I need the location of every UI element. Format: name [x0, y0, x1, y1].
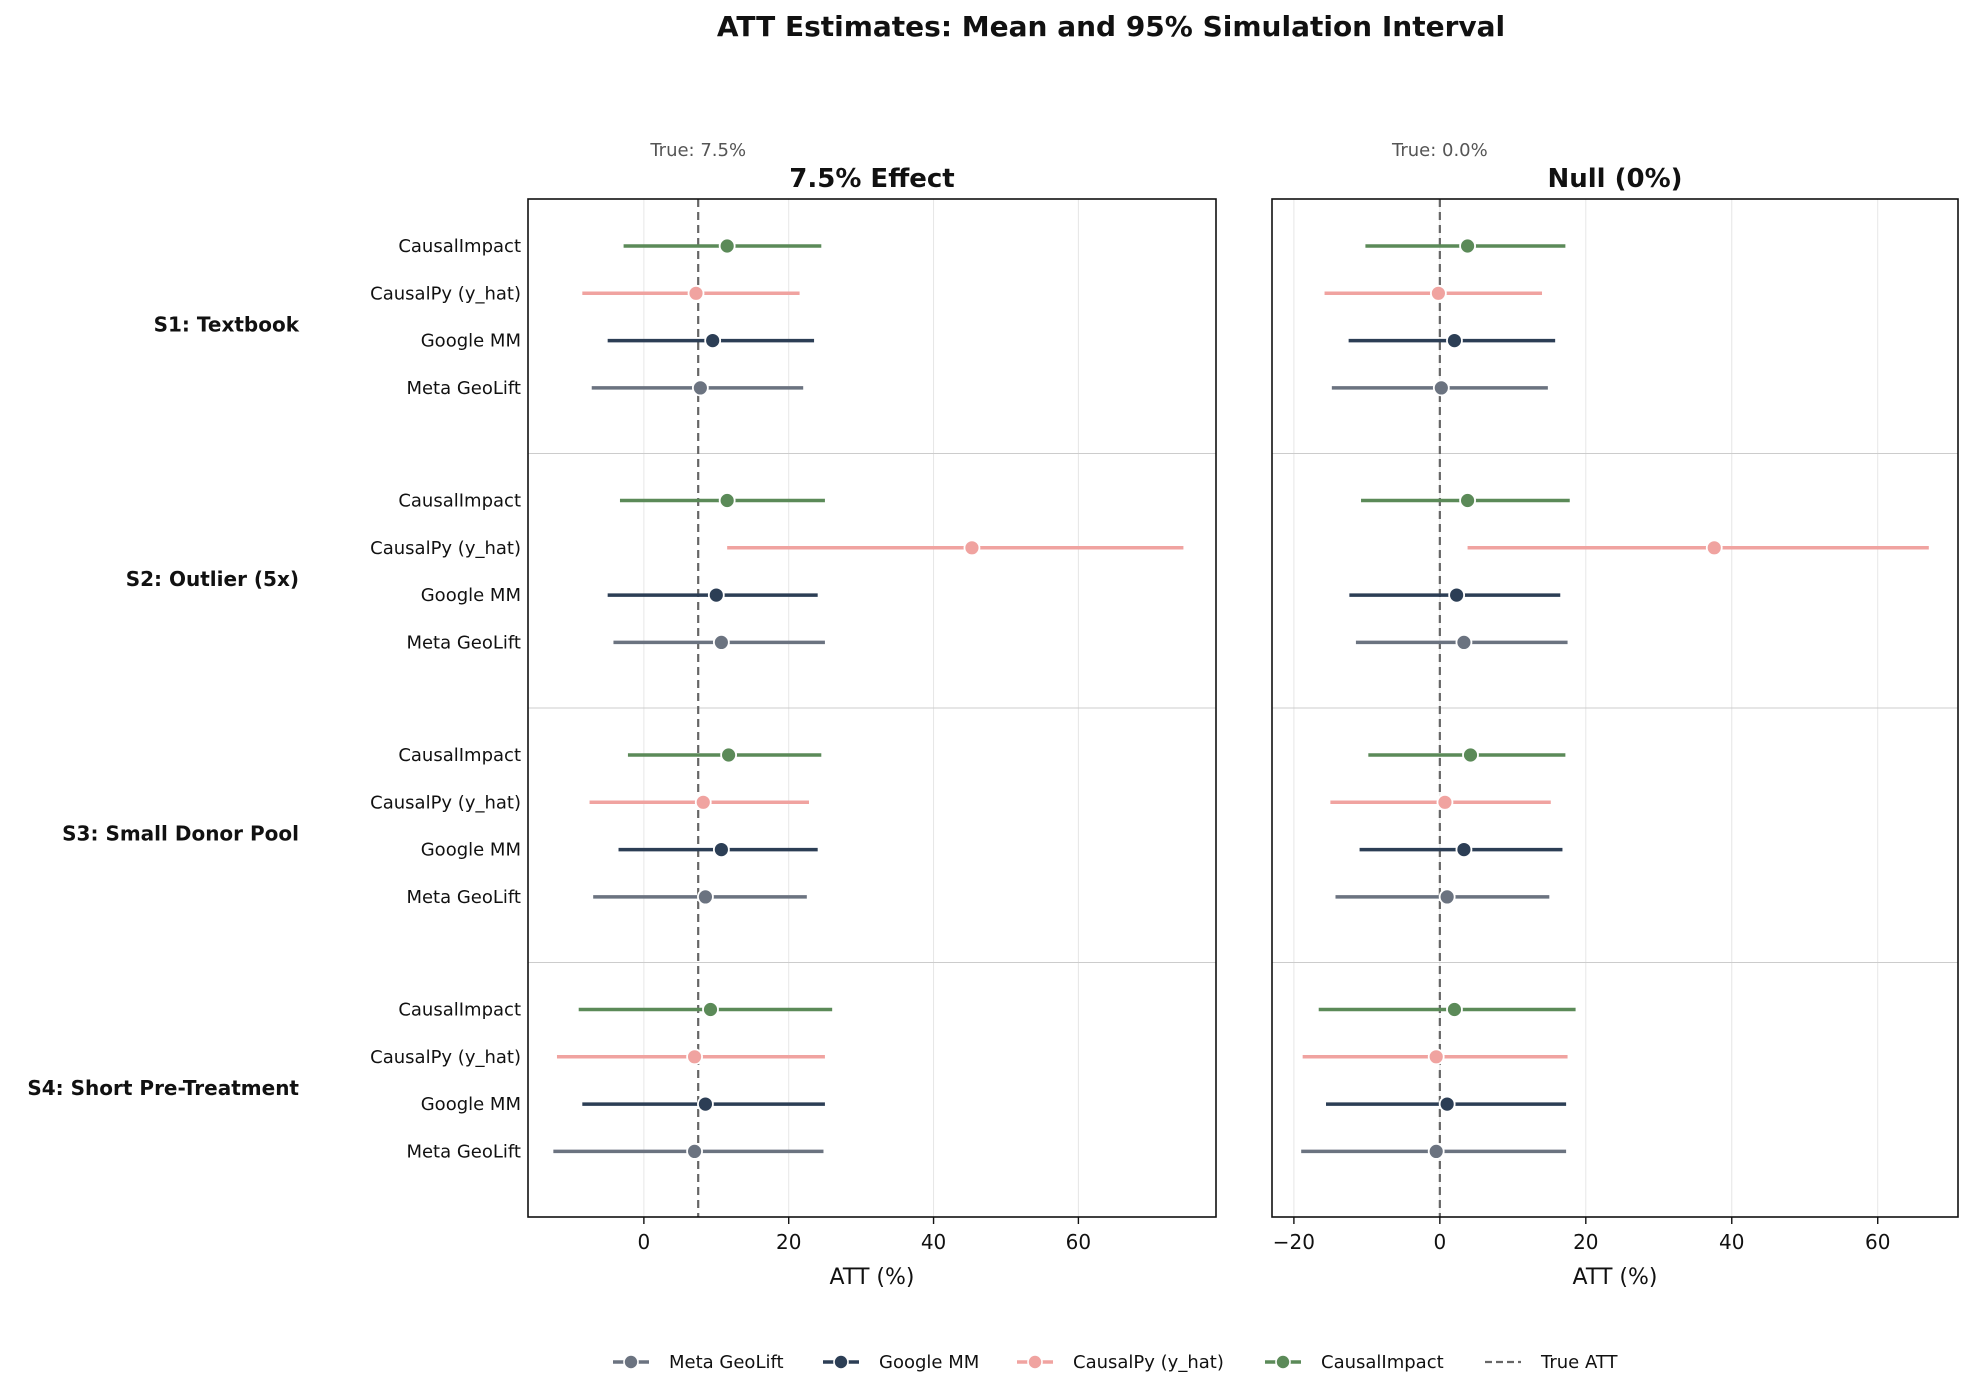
- mean-point: [1459, 492, 1476, 509]
- mean-point: [1429, 284, 1447, 302]
- method-label: CausalPy (y_hat): [370, 283, 521, 304]
- method-label: Meta GeoLift: [406, 887, 521, 908]
- method-label: Meta GeoLift: [406, 632, 521, 653]
- scenario-label: S4: Short Pre-Treatment: [27, 1076, 299, 1100]
- mean-point: [1455, 634, 1473, 651]
- scenario-label: S2: Outlier (5x): [126, 567, 299, 591]
- panel-frame: [527, 198, 1217, 1218]
- mean-point: [1462, 746, 1479, 764]
- mean-point: [718, 237, 736, 255]
- x-tick-label: 60: [1066, 1230, 1091, 1254]
- mean-point: [702, 1001, 719, 1018]
- legend-item: CausalImpact: [1265, 1352, 1444, 1373]
- legend-marker: [1275, 1354, 1291, 1370]
- mean-point: [718, 492, 736, 509]
- legend-label: CausalPy (y_hat): [1073, 1352, 1224, 1373]
- scenario-label: S1: Textbook: [154, 312, 300, 336]
- legend-marker: [833, 1354, 849, 1370]
- legend-item: Meta GeoLift: [613, 1352, 784, 1373]
- mean-point: [687, 284, 705, 302]
- legend-label: Meta GeoLift: [669, 1352, 784, 1373]
- mean-point: [1448, 586, 1466, 604]
- method-label: CausalImpact: [398, 236, 521, 257]
- chart-title: ATT Estimates: Mean and 95% Simulation I…: [717, 10, 1505, 43]
- mean-point: [1705, 539, 1723, 557]
- chart-panels: 0 20 40 60 ATT (%) 7.5% Effect True: 7.5% −20 0 2…: [527, 140, 1959, 1290]
- method-label: Google MM: [421, 840, 521, 861]
- legend: Meta GeoLift Google MM CausalPy (y_hat) Cau…: [613, 1352, 1619, 1373]
- mean-point: [1436, 793, 1454, 811]
- mean-point: [691, 379, 709, 397]
- legend-label: True ATT: [1540, 1352, 1619, 1373]
- method-label: Google MM: [421, 585, 521, 606]
- method-label: CausalPy (y_hat): [370, 792, 521, 813]
- mean-point: [1427, 1143, 1445, 1160]
- panel-title: 7.5% Effect: [789, 164, 954, 194]
- mean-point: [1438, 1095, 1456, 1113]
- mean-point: [707, 586, 725, 604]
- x-tick-label: −20: [1273, 1230, 1315, 1254]
- x-tick-label: 0: [1433, 1230, 1446, 1254]
- method-label: Meta GeoLift: [406, 378, 521, 399]
- method-label: CausalPy (y_hat): [370, 538, 521, 559]
- mean-point: [1427, 1048, 1445, 1066]
- mean-point: [697, 1095, 714, 1113]
- method-label: CausalImpact: [398, 491, 521, 512]
- scenario-label: S3: Small Donor Pool: [62, 821, 299, 845]
- method-label: Google MM: [421, 331, 521, 352]
- method-label: CausalImpact: [398, 1000, 521, 1021]
- mean-point: [720, 746, 738, 764]
- panel-title: Null (0%): [1547, 164, 1682, 194]
- x-tick-label: 0: [638, 1230, 651, 1254]
- legend-marker: [623, 1354, 639, 1370]
- true-att-label: True: 0.0%: [1391, 140, 1488, 161]
- mean-point: [694, 793, 712, 811]
- x-tick-label: 20: [776, 1230, 801, 1254]
- x-axis-label: ATT (%): [1573, 1265, 1658, 1290]
- x-axis-label: ATT (%): [830, 1265, 915, 1290]
- mean-point: [712, 841, 730, 858]
- panel-2: −20 0 20 40 60 ATT (%) Null (0%) True: 0.0%: [1271, 140, 1959, 1290]
- x-tick-label: 40: [1719, 1230, 1744, 1254]
- mean-point: [1446, 332, 1463, 350]
- method-label: CausalImpact: [398, 745, 521, 766]
- mean-point: [704, 332, 722, 350]
- method-label: CausalPy (y_hat): [370, 1047, 521, 1068]
- x-tick-label: 60: [1865, 1230, 1890, 1254]
- true-att-label: True: 7.5%: [649, 140, 746, 161]
- method-and-scenario-labels: CausalImpact CausalPy (y_hat) Google MM Met…: [27, 236, 521, 1162]
- mean-point: [1438, 888, 1456, 906]
- method-label: Meta GeoLift: [406, 1141, 521, 1162]
- mean-point: [1455, 841, 1473, 858]
- legend-item: CausalPy (y_hat): [1017, 1352, 1224, 1373]
- mean-point: [1459, 237, 1476, 255]
- mean-point: [1432, 379, 1450, 397]
- mean-point: [697, 888, 714, 906]
- legend-label: CausalImpact: [1321, 1352, 1444, 1373]
- panel-frame: [1271, 198, 1959, 1218]
- legend-label: Google MM: [879, 1352, 979, 1373]
- legend-marker: [1027, 1354, 1043, 1370]
- legend-item: Google MM: [823, 1352, 979, 1373]
- mean-point: [963, 539, 981, 557]
- mean-point: [686, 1048, 703, 1066]
- mean-point: [1446, 1001, 1463, 1018]
- x-tick-label: 20: [1573, 1230, 1598, 1254]
- mean-point: [712, 634, 730, 651]
- x-tick-label: 40: [921, 1230, 946, 1254]
- panel-1: 0 20 40 60 ATT (%) 7.5% Effect True: 7.5%: [527, 140, 1217, 1290]
- mean-point: [686, 1143, 703, 1160]
- method-label: Google MM: [421, 1094, 521, 1115]
- legend-item: True ATT: [1485, 1352, 1619, 1373]
